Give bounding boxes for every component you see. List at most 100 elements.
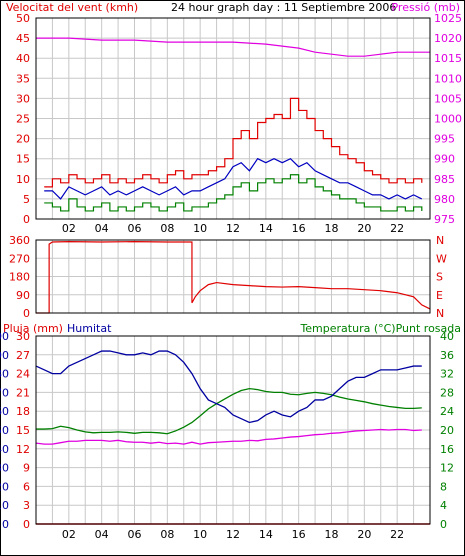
temperature-tick-label: 32 [440, 368, 454, 381]
pressure-tick-label: 1010 [434, 72, 462, 85]
panel-frame [35, 335, 431, 525]
direction-tick-label: 90 [16, 289, 30, 302]
humidity-tick-label: 90 [0, 349, 9, 362]
x-tick-label: 08 [160, 222, 174, 235]
x-tick-label: 22 [390, 222, 404, 235]
x-tick-label: 18 [325, 222, 339, 235]
temperature-tick-label: 36 [440, 349, 454, 362]
wind-speed-line [44, 97, 423, 188]
pressure-line [36, 37, 430, 57]
humidity-tick-label: 70 [0, 386, 9, 399]
rain-tick-label: 6 [23, 480, 30, 493]
dewpoint-line [35, 428, 422, 445]
temperature-tick-label: 28 [440, 386, 454, 399]
humidity-axis-title: Humitat [67, 322, 112, 335]
pressure-tick-label: 1025 [434, 12, 462, 25]
pressure-tick-label: 995 [434, 133, 455, 146]
temperature-tick-label: 0 [440, 518, 447, 531]
x-tick-label: 10 [193, 528, 207, 541]
x-tick-label: 20 [357, 222, 371, 235]
x-tick-label: 12 [226, 222, 240, 235]
x-tick-label: 06 [128, 222, 142, 235]
pressure-tick-label: 1000 [434, 113, 462, 126]
wind-direction-line [36, 241, 431, 314]
wind-tick-label: 35 [16, 72, 30, 85]
wind-average-line [44, 157, 423, 200]
x-tick-label: 16 [292, 528, 306, 541]
humidity-tick-label: 60 [0, 405, 9, 418]
x-tick-label: 18 [325, 528, 339, 541]
pressure-axis-title: Pressió (mb) [391, 1, 460, 14]
rain-tick-label: 24 [16, 368, 30, 381]
humidity-tick-label: 20 [0, 480, 9, 493]
humidity-tick-label: 40 [0, 443, 9, 456]
temperature-tick-label: 8 [440, 480, 447, 493]
pressure-tick-label: 975 [434, 213, 455, 226]
humidity-tick-label: 80 [0, 368, 9, 381]
wind-tick-label: 10 [16, 173, 30, 186]
x-tick-label: 10 [193, 222, 207, 235]
humidity-tick-label: 10 [0, 499, 9, 512]
compass-tick-label: E [436, 289, 443, 302]
x-tick-label: 08 [160, 528, 174, 541]
temperature-line [36, 387, 422, 435]
x-tick-label: 04 [95, 222, 109, 235]
panel-frame [35, 239, 431, 314]
humidity-tick-label: 0 [2, 518, 9, 531]
wind-tick-label: 30 [16, 92, 30, 105]
humidity-tick-label: 30 [0, 462, 9, 475]
rain-axis-title: Pluja (mm) [3, 322, 63, 335]
pressure-tick-label: 990 [434, 153, 455, 166]
rain-tick-label: 3 [23, 499, 30, 512]
compass-tick-label: N [436, 234, 444, 247]
compass-tick-label: S [436, 271, 443, 284]
wind-tick-label: 0 [23, 213, 30, 226]
compass-tick-label: W [436, 252, 447, 265]
x-tick-label: 04 [95, 528, 109, 541]
wind-tick-label: 5 [23, 193, 30, 206]
wind-tick-label: 25 [16, 113, 30, 126]
rain-tick-label: 15 [16, 424, 30, 437]
direction-tick-label: 270 [9, 252, 30, 265]
x-tick-label: 14 [259, 528, 273, 541]
x-tick-label: 20 [357, 528, 371, 541]
direction-tick-label: 180 [9, 271, 30, 284]
x-tick-label: 02 [62, 528, 76, 541]
wind-tick-label: 40 [16, 52, 30, 65]
rain-tick-label: 0 [23, 518, 30, 531]
graph-title: 24 hour graph day : 11 Septiembre 2006 [171, 1, 396, 14]
tick-labels-layer: 0202040406060808101012121414161618182020… [0, 12, 462, 541]
rain-tick-label: 21 [16, 386, 30, 399]
temperature-tick-label: 24 [440, 405, 454, 418]
direction-tick-label: 360 [9, 234, 30, 247]
humidity-line [35, 350, 422, 424]
pressure-tick-label: 980 [434, 193, 455, 206]
humidity-tick-label: 100 [0, 330, 9, 343]
rain-tick-label: 12 [16, 443, 30, 456]
x-tick-label: 22 [390, 528, 404, 541]
compass-tick-label: N [436, 307, 444, 320]
wind-tick-label: 20 [16, 133, 30, 146]
frames-layer [35, 17, 431, 525]
temperature-tick-label: 40 [440, 330, 454, 343]
x-tick-label: 06 [128, 528, 142, 541]
temperature-tick-label: 12 [440, 462, 454, 475]
humidity-tick-label: 50 [0, 424, 9, 437]
pressure-tick-label: 985 [434, 173, 455, 186]
x-tick-label: 14 [259, 222, 273, 235]
wind-tick-label: 45 [16, 32, 30, 45]
direction-tick-label: 0 [23, 307, 30, 320]
rain-tick-label: 18 [16, 405, 30, 418]
x-tick-label: 02 [62, 222, 76, 235]
temperature-tick-label: 20 [440, 424, 454, 437]
rain-tick-label: 9 [23, 462, 30, 475]
x-tick-label: 12 [226, 528, 240, 541]
wind-min-line [44, 174, 423, 212]
panel-frame [35, 17, 431, 220]
pressure-tick-label: 1015 [434, 52, 462, 65]
temperature-tick-label: 4 [440, 499, 447, 512]
wind-tick-label: 50 [16, 12, 30, 25]
rain-tick-label: 27 [16, 349, 30, 362]
